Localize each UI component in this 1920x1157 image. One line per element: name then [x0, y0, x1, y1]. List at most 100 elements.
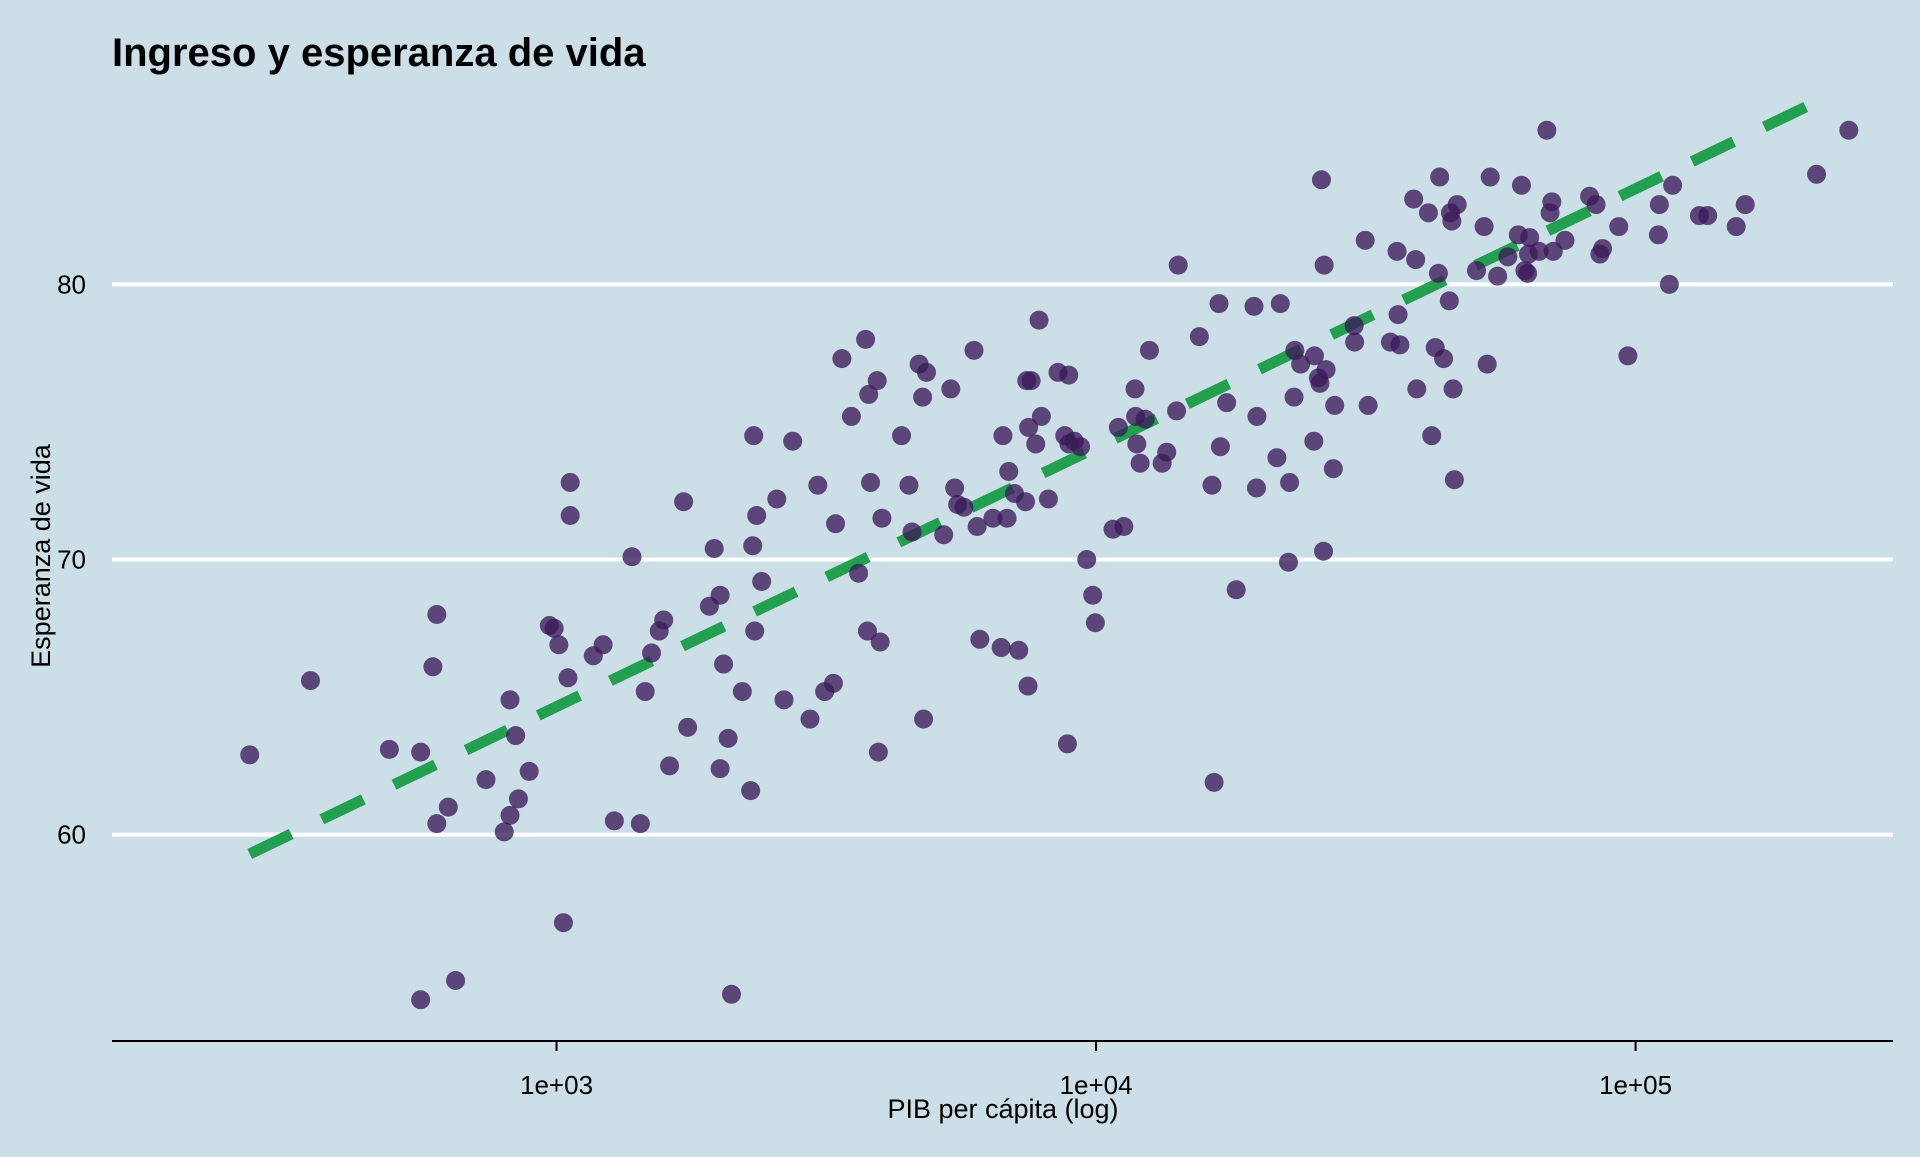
data-point	[549, 635, 569, 655]
data-point	[744, 426, 764, 446]
data-point	[1542, 192, 1562, 212]
data-point	[476, 770, 496, 790]
data-point	[1345, 332, 1365, 352]
data-point	[1304, 431, 1324, 451]
data-point	[593, 635, 613, 655]
data-point	[743, 536, 763, 556]
trend-line-layer	[247, 95, 1823, 859]
data-point	[870, 632, 890, 652]
data-point	[1071, 437, 1091, 457]
data-point	[1168, 255, 1188, 275]
data-point	[1009, 640, 1029, 660]
data-point	[1537, 120, 1557, 140]
x-tick-label: 1e+04	[1060, 1070, 1133, 1100]
data-point	[710, 585, 730, 605]
data-point	[856, 329, 876, 349]
data-point	[1593, 239, 1613, 259]
data-point	[1270, 294, 1290, 314]
data-point	[902, 522, 922, 542]
y-tick-label: 60	[57, 820, 86, 850]
data-point	[1344, 316, 1364, 336]
data-point	[1498, 247, 1518, 267]
data-point	[1244, 296, 1264, 316]
data-point	[1407, 379, 1427, 399]
y-tick-label: 80	[57, 269, 86, 299]
data-point	[954, 497, 974, 517]
data-point	[1443, 379, 1463, 399]
data-point	[1488, 266, 1508, 286]
data-point	[832, 349, 852, 369]
data-point	[1480, 167, 1500, 187]
data-point	[635, 682, 655, 702]
data-point	[767, 489, 787, 509]
data-point	[1358, 395, 1378, 415]
data-point	[1663, 175, 1683, 195]
data-point	[941, 379, 961, 399]
data-point	[560, 505, 580, 525]
data-point	[622, 547, 642, 567]
data-point	[1167, 401, 1187, 421]
data-point	[1839, 120, 1859, 140]
data-point	[1246, 478, 1266, 498]
data-point	[1439, 291, 1459, 311]
data-point	[1314, 255, 1334, 275]
data-point	[1444, 470, 1464, 490]
data-point	[1015, 492, 1035, 512]
data-point	[1618, 346, 1638, 366]
data-point	[1316, 360, 1336, 380]
data-point	[1280, 472, 1300, 492]
data-point	[1019, 417, 1039, 437]
data-point	[1390, 335, 1410, 355]
data-point	[1226, 580, 1246, 600]
data-point	[783, 431, 803, 451]
data-point	[999, 461, 1019, 481]
data-point	[604, 811, 624, 831]
data-point	[1026, 434, 1046, 454]
data-point	[1422, 426, 1442, 446]
data-point	[1189, 327, 1209, 347]
data-point	[500, 805, 520, 825]
data-point	[721, 984, 741, 1004]
data-point	[1284, 387, 1304, 407]
data-point	[1304, 346, 1324, 366]
data-point	[1204, 772, 1224, 792]
data-point	[993, 426, 1013, 446]
data-point	[678, 717, 698, 737]
data-point	[774, 690, 794, 710]
data-point	[1529, 241, 1549, 261]
data-point	[741, 781, 761, 801]
data-point	[1202, 475, 1222, 495]
data-point	[1130, 453, 1150, 473]
points-layer	[240, 120, 1859, 1010]
data-point	[1291, 354, 1311, 374]
data-point	[745, 621, 765, 641]
data-point	[660, 756, 680, 776]
data-point	[991, 638, 1011, 658]
y-tick-label: 70	[57, 545, 86, 575]
data-point	[1029, 310, 1049, 330]
data-point	[1418, 203, 1438, 223]
data-point	[1311, 170, 1331, 190]
data-point	[674, 492, 694, 512]
data-point	[1520, 228, 1540, 248]
chart-title: Ingreso y esperanza de vida	[112, 31, 646, 75]
data-point	[1442, 211, 1462, 231]
data-point	[857, 621, 877, 641]
data-point	[872, 508, 892, 528]
data-point	[1325, 395, 1345, 415]
data-point	[1388, 305, 1408, 325]
data-point	[997, 508, 1017, 528]
data-point	[630, 814, 650, 834]
data-point	[714, 654, 734, 674]
data-point	[800, 709, 820, 729]
data-point	[1083, 585, 1103, 605]
data-point	[1125, 379, 1145, 399]
data-point	[1735, 195, 1755, 215]
x-tick-label: 1e+05	[1599, 1070, 1672, 1100]
data-point	[544, 618, 564, 638]
data-point	[1698, 206, 1718, 226]
data-point	[1477, 354, 1497, 374]
data-point	[1108, 417, 1128, 437]
data-point	[861, 472, 881, 492]
data-point	[1807, 164, 1827, 184]
